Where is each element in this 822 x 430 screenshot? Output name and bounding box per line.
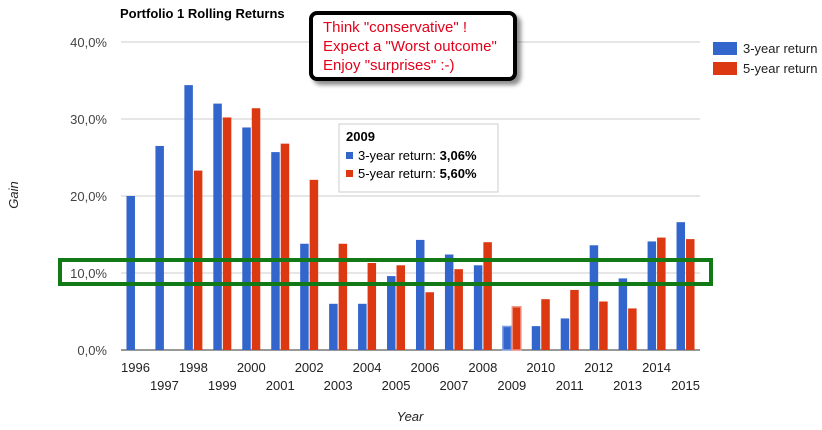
x-tick-label-2004: 2004 — [353, 360, 382, 375]
x-tick-label-2009: 2009 — [497, 378, 526, 393]
bar-5-year-2011[interactable] — [570, 289, 579, 350]
annotation-note: Think "conservative" ! Expect a "Worst o… — [309, 11, 517, 81]
tooltip-title: 2009 — [346, 129, 375, 144]
tooltip-row-3-year: 3-year return: 3,06% — [358, 148, 477, 163]
bar-3-year-2008[interactable] — [473, 265, 483, 350]
legend-swatch-5-year — [713, 62, 737, 75]
y-tick-label: 40,0% — [70, 35, 107, 50]
chart-title: Portfolio 1 Rolling Returns — [120, 6, 285, 21]
bar-3-year-2013[interactable] — [618, 278, 628, 350]
x-axis-label: Year — [397, 409, 424, 424]
bar-3-year-2011[interactable] — [560, 318, 570, 350]
bar-5-year-2004[interactable] — [367, 262, 377, 350]
x-tick-label-2014: 2014 — [642, 360, 671, 375]
y-axis-ticks: 0,0% 10,0% 20,0% 30,0% 40,0% — [70, 35, 107, 358]
bar-3-year-2010[interactable] — [531, 326, 541, 350]
bar-3-year-2004[interactable] — [358, 303, 367, 350]
x-tick-label-2007: 2007 — [439, 378, 468, 393]
x-tick-label-2015: 2015 — [671, 378, 700, 393]
bar-3-year-2015[interactable] — [676, 222, 686, 350]
bar-5-year-2012[interactable] — [599, 301, 608, 350]
x-tick-label-2006: 2006 — [411, 360, 440, 375]
bars — [126, 85, 695, 351]
x-tick-label-2013: 2013 — [613, 378, 642, 393]
bar-3-year-2006[interactable] — [415, 239, 425, 350]
bar-3-year-1999[interactable] — [213, 103, 222, 350]
tooltip-row-5-year-label: 5-year return: — [358, 166, 436, 181]
bar-5-year-2006[interactable] — [425, 292, 434, 350]
bar-3-year-1996[interactable] — [126, 196, 135, 350]
bar-3-year-2001[interactable] — [271, 152, 280, 350]
bar-3-year-2002[interactable] — [300, 243, 309, 350]
bar-5-year-2001[interactable] — [280, 143, 290, 350]
tooltip-row-5-year-value: 5,60% — [440, 166, 477, 181]
tooltip-row-3-year-value: 3,06% — [440, 148, 477, 163]
x-tick-label-1996: 1996 — [121, 360, 150, 375]
tooltip-row-3-year-label: 3-year return: — [358, 148, 436, 163]
bar-3-year-2009[interactable] — [502, 325, 513, 351]
legend-label-5-year: 5-year return — [743, 61, 817, 76]
bar-5-year-2009[interactable] — [511, 306, 522, 351]
tooltip-swatch-5-year — [346, 170, 353, 177]
bar-5-year-2010[interactable] — [541, 299, 550, 350]
bar-3-year-2014[interactable] — [647, 241, 657, 350]
bar-3-year-2005[interactable] — [387, 276, 396, 350]
tooltip-row-5-year: 5-year return: 5,60% — [358, 166, 477, 181]
legend: 3-year return 5-year return — [713, 41, 817, 76]
y-tick-label: 20,0% — [70, 189, 107, 204]
bar-5-year-2003[interactable] — [338, 243, 348, 350]
x-tick-label-1998: 1998 — [179, 360, 208, 375]
x-axis-ticks: 1996199719981999200020012002200320042005… — [121, 360, 700, 393]
x-tick-label-2011: 2011 — [556, 378, 584, 393]
y-tick-label: 0,0% — [77, 343, 107, 358]
bar-5-year-2002[interactable] — [309, 179, 319, 350]
x-tick-label-2002: 2002 — [295, 360, 324, 375]
x-tick-label-2005: 2005 — [382, 378, 411, 393]
legend-swatch-3-year — [713, 42, 737, 55]
bar-3-year-2003[interactable] — [329, 303, 338, 350]
y-axis-label: Gain — [6, 181, 21, 208]
bar-5-year-2007[interactable] — [454, 269, 463, 350]
bar-3-year-2012[interactable] — [589, 245, 599, 350]
x-tick-label-2000: 2000 — [237, 360, 266, 375]
x-tick-label-2012: 2012 — [584, 360, 613, 375]
x-tick-label-2010: 2010 — [526, 360, 555, 375]
annotation-line-3: Enjoy "surprises" :-) — [323, 57, 455, 74]
x-tick-label-2003: 2003 — [324, 378, 353, 393]
annotation-line-2: Expect a "Worst outcome" — [323, 38, 497, 55]
y-tick-label: 30,0% — [70, 112, 107, 127]
bar-3-year-2007[interactable] — [444, 254, 454, 350]
bar-5-year-1999[interactable] — [222, 117, 232, 351]
x-tick-label-1997: 1997 — [150, 378, 179, 393]
bar-5-year-2005[interactable] — [396, 265, 406, 350]
x-tick-label-2001: 2001 — [266, 378, 295, 393]
bar-3-year-1997[interactable] — [155, 145, 164, 350]
gridlines — [121, 41, 700, 351]
bar-3-year-1998[interactable] — [184, 85, 193, 351]
bar-5-year-2015[interactable] — [686, 239, 695, 350]
tooltip: 2009 3-year return: 3,06% 5-year return:… — [338, 123, 499, 193]
highlight-rectangle — [58, 258, 713, 286]
tooltip-box — [338, 123, 499, 193]
x-tick-label-1999: 1999 — [208, 378, 237, 393]
bar-5-year-2008[interactable] — [483, 242, 492, 350]
y-tick-label: 10,0% — [70, 266, 107, 281]
x-tick-label-2008: 2008 — [468, 360, 497, 375]
tooltip-swatch-3-year — [346, 152, 353, 159]
bar-3-year-2000[interactable] — [242, 127, 251, 350]
bar-5-year-2013[interactable] — [628, 308, 637, 350]
bar-5-year-2000[interactable] — [251, 108, 261, 350]
legend-label-3-year: 3-year return — [743, 41, 817, 56]
annotation-line-1: Think "conservative" ! — [323, 19, 468, 36]
bar-5-year-2014[interactable] — [657, 237, 666, 350]
